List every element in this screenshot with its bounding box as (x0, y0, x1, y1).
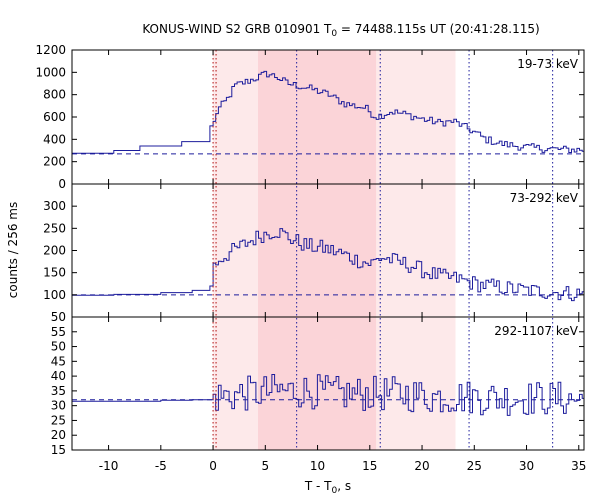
y-tick-label: 0 (58, 177, 66, 191)
x-tick-label: 30 (519, 459, 534, 473)
y-tick-label: 15 (51, 443, 66, 457)
x-tick-label: -5 (155, 459, 167, 473)
x-tick-label: -10 (99, 459, 119, 473)
chart-title: KONUS-WIND S2 GRB 010901 T0 = 74488.115s… (142, 22, 539, 39)
y-tick-label: 50 (51, 340, 66, 354)
y-tick-label: 200 (43, 244, 66, 258)
y-tick-label: 35 (51, 384, 66, 398)
y-tick-label: 150 (43, 266, 66, 280)
y-tick-label: 50 (51, 310, 66, 324)
y-tick-label: 100 (43, 288, 66, 302)
y-tick-label: 1000 (35, 65, 66, 79)
x-tick-label: 20 (414, 459, 429, 473)
lightcurve-series (72, 374, 584, 416)
lightcurve-series (72, 70, 584, 154)
panel-energy-label: 19-73 keV (517, 57, 579, 71)
text-layer: KONUS-WIND S2 GRB 010901 T0 = 74488.115s… (6, 22, 586, 496)
y-tick-label: 55 (51, 325, 66, 339)
x-tick-label: 15 (362, 459, 377, 473)
y-tick-label: 200 (43, 155, 66, 169)
panel-energy-label: 73-292 keV (510, 191, 579, 205)
y-tick-label: 40 (51, 369, 66, 383)
y-tick-label: 600 (43, 110, 66, 124)
frame-layer (71, 49, 585, 451)
y-tick-label: 400 (43, 132, 66, 146)
x-tick-label: 35 (571, 459, 586, 473)
data-layer (72, 50, 584, 450)
y-tick-label: 25 (51, 413, 66, 427)
y-tick-label: 800 (43, 88, 66, 102)
y-tick-label: 1200 (35, 43, 66, 57)
panel-frame (71, 316, 585, 451)
y-axis-label: counts / 256 ms (6, 202, 20, 298)
y-tick-label: 300 (43, 199, 66, 213)
y-tick-label: 45 (51, 354, 66, 368)
panel-energy-label: 292-1107 keV (494, 324, 578, 338)
y-tick-label: 250 (43, 221, 66, 235)
x-tick-label: 5 (261, 459, 269, 473)
x-tick-label: 0 (209, 459, 217, 473)
x-axis-label: T - T0, s (304, 479, 351, 496)
y-tick-label: 30 (51, 399, 66, 413)
lightcurve-series (72, 228, 584, 302)
x-tick-label: 25 (467, 459, 482, 473)
y-tick-label: 20 (51, 428, 66, 442)
x-tick-label: 10 (310, 459, 325, 473)
